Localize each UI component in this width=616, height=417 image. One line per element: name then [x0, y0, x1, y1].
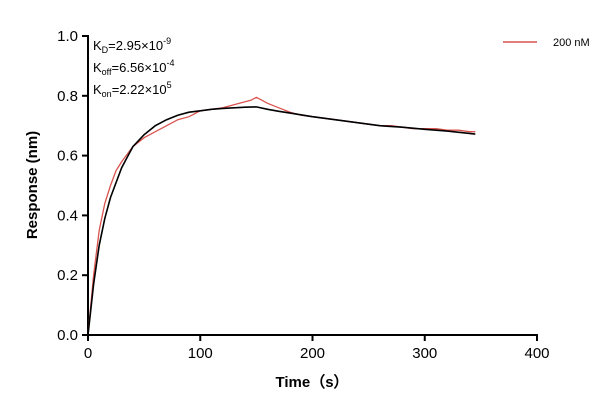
annotation-text: =2.22×10 — [112, 82, 167, 97]
y-tick-label: 0.0 — [57, 327, 78, 344]
annotation: Kon=2.22×105 — [93, 80, 172, 99]
y-tick-label: 0.2 — [57, 267, 78, 284]
y-tick-label: 0.4 — [57, 207, 78, 224]
annotation-text: =6.56×10 — [112, 60, 167, 75]
annotation-main: K — [93, 82, 102, 97]
y-tick-label: 0.8 — [57, 88, 78, 105]
x-tick-label: 200 — [300, 345, 325, 362]
x-axis-title: Time（s） — [275, 373, 348, 391]
x-tick-label: 0 — [84, 345, 92, 362]
annotation-main: K — [93, 60, 102, 75]
annotation-sup: -9 — [163, 36, 171, 46]
y-tick-label: 1.0 — [57, 28, 78, 45]
annotation: KD=2.95×10-9 — [93, 36, 171, 55]
x-tick-label: 400 — [524, 345, 549, 362]
x-tick-label: 300 — [412, 345, 437, 362]
annotation-sub: D — [102, 45, 109, 55]
annotation-sub: off — [102, 67, 112, 77]
annotation-sup: 5 — [167, 80, 172, 90]
annotation-main: K — [93, 38, 102, 53]
legend-label: 200 nM — [553, 37, 590, 49]
x-tick-label: 100 — [188, 345, 213, 362]
annotation-text: =2.95×10 — [108, 38, 163, 53]
annotation-sup: -4 — [166, 58, 174, 68]
y-tick-label: 0.6 — [57, 148, 78, 165]
annotation: Koff=6.56×10-4 — [93, 58, 174, 77]
data-line — [87, 106, 476, 336]
y-axis-title: Response (nm) — [24, 131, 41, 239]
annotation-sub: on — [102, 89, 112, 99]
